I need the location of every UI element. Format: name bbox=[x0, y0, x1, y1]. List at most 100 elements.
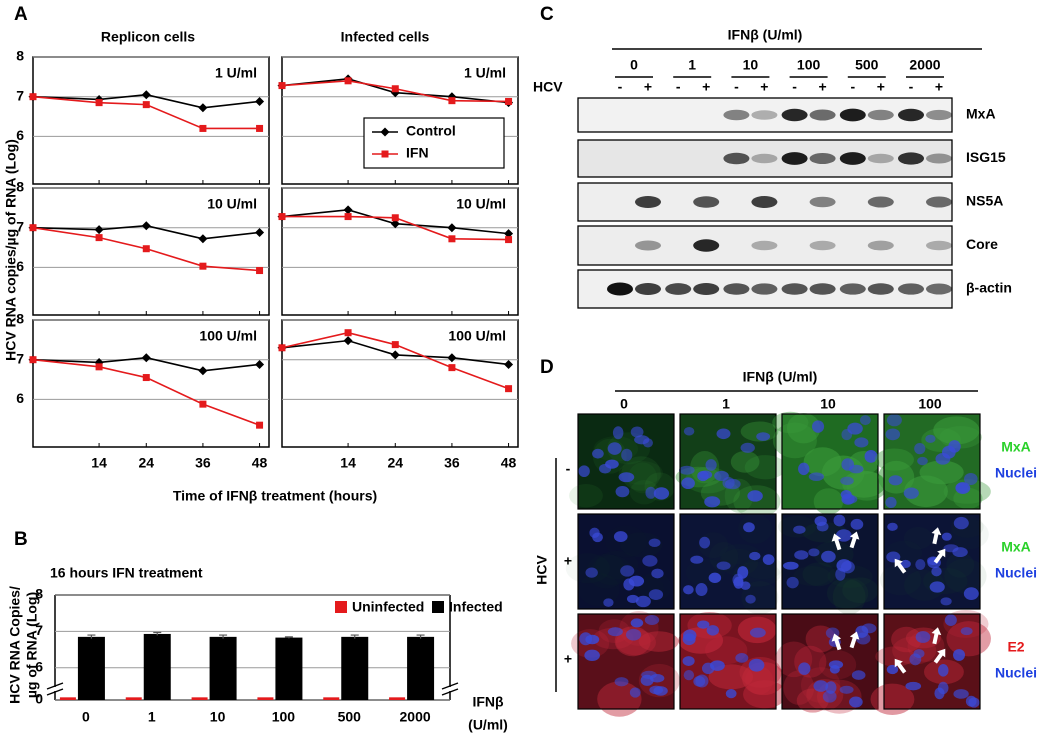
y-tick-label: 8 bbox=[35, 586, 43, 602]
nucleus bbox=[585, 567, 598, 578]
micrograph bbox=[870, 609, 991, 715]
blot-band bbox=[898, 108, 924, 122]
nucleus bbox=[682, 656, 695, 666]
blot-band bbox=[867, 283, 894, 295]
micrograph-frame bbox=[679, 413, 777, 510]
dose-label: 100 U/ml bbox=[199, 328, 257, 344]
band-label: MxA bbox=[966, 106, 996, 122]
arrow bbox=[931, 527, 942, 545]
cell-body bbox=[944, 558, 987, 594]
blot-band bbox=[867, 196, 894, 208]
nucleus bbox=[864, 449, 878, 463]
nucleus bbox=[849, 696, 863, 708]
axis-break-gap bbox=[441, 687, 459, 691]
nucleus bbox=[828, 660, 844, 669]
marker bbox=[256, 267, 264, 275]
cell-body bbox=[614, 626, 651, 657]
nucleus bbox=[678, 465, 695, 475]
arrow bbox=[894, 558, 907, 574]
axis-break bbox=[441, 682, 459, 690]
legend-label: Infected bbox=[449, 599, 503, 615]
band-label: ISG15 bbox=[966, 149, 1006, 165]
nucleus bbox=[740, 442, 755, 453]
nucleus bbox=[885, 496, 897, 509]
nucleus bbox=[929, 581, 945, 593]
legend-marker bbox=[335, 601, 347, 613]
stain-label: Nuclei bbox=[995, 465, 1037, 481]
nucleus bbox=[735, 653, 749, 663]
nucleus bbox=[850, 518, 864, 530]
nucleus bbox=[683, 585, 694, 595]
dose-label: 1 bbox=[688, 57, 696, 73]
marker bbox=[390, 219, 400, 229]
y-tick-label: 7 bbox=[35, 622, 43, 638]
blot-band bbox=[926, 153, 952, 164]
y-tick-label: 7 bbox=[16, 350, 24, 366]
nucleus bbox=[812, 420, 825, 433]
y-tick-label: 6 bbox=[16, 258, 24, 274]
cell-body bbox=[621, 456, 661, 491]
micrograph bbox=[571, 611, 680, 717]
dose-label: 1 bbox=[722, 396, 730, 412]
micrograph bbox=[777, 513, 879, 615]
arrow bbox=[931, 627, 942, 645]
marker bbox=[29, 356, 37, 364]
x-axis-label: IFNβ bbox=[472, 694, 504, 710]
cell-body bbox=[730, 450, 760, 473]
nucleus bbox=[697, 470, 709, 482]
cell-body bbox=[903, 526, 933, 550]
marker bbox=[198, 234, 208, 244]
error-bar bbox=[87, 634, 96, 639]
nucleus bbox=[716, 561, 731, 571]
marker bbox=[255, 227, 265, 237]
cell-body bbox=[597, 681, 642, 717]
nucleus bbox=[714, 470, 729, 481]
marker bbox=[344, 77, 352, 85]
nucleus bbox=[859, 415, 871, 426]
nucleus bbox=[705, 459, 717, 471]
marker bbox=[505, 236, 513, 244]
x-tick-label: 500 bbox=[338, 709, 362, 725]
micrograph bbox=[679, 513, 784, 615]
nucleus bbox=[635, 595, 651, 608]
dose-label: 1 U/ml bbox=[464, 65, 506, 81]
nucleus bbox=[786, 576, 799, 589]
nucleus bbox=[903, 487, 919, 499]
blot-band bbox=[809, 240, 836, 251]
marker bbox=[343, 336, 353, 346]
marker bbox=[448, 235, 456, 243]
nucleus bbox=[743, 522, 755, 533]
nucleus bbox=[614, 677, 629, 687]
legend-label: Uninfected bbox=[352, 599, 424, 615]
hcv-state: - bbox=[566, 461, 571, 477]
cell-body bbox=[605, 525, 647, 557]
marker bbox=[141, 221, 151, 231]
column-title: Infected cells bbox=[341, 29, 430, 45]
marker bbox=[448, 364, 456, 372]
cell-body bbox=[796, 688, 829, 713]
bar bbox=[209, 636, 237, 700]
legend-label: Control bbox=[406, 123, 456, 139]
micrograph bbox=[678, 611, 787, 710]
legend-frame bbox=[363, 117, 505, 169]
arrow bbox=[831, 533, 842, 551]
nucleus bbox=[905, 681, 922, 691]
y-tick-label: 8 bbox=[16, 311, 24, 327]
marker bbox=[391, 341, 399, 349]
y-tick-label: 6 bbox=[16, 127, 24, 143]
micrograph bbox=[565, 513, 675, 610]
marker bbox=[29, 224, 37, 232]
marker bbox=[255, 96, 265, 106]
lane-label: - bbox=[734, 79, 739, 95]
blot-band bbox=[809, 283, 836, 295]
blot-band bbox=[693, 283, 720, 295]
blot-strip bbox=[577, 139, 953, 178]
bar bbox=[275, 637, 303, 700]
blot-band bbox=[867, 240, 894, 251]
nucleus bbox=[941, 532, 952, 541]
nucleus bbox=[821, 550, 836, 563]
cell-body bbox=[719, 543, 761, 565]
y-tick-label: 7 bbox=[16, 87, 24, 103]
blot-band bbox=[867, 109, 894, 121]
nucleus bbox=[749, 627, 766, 638]
